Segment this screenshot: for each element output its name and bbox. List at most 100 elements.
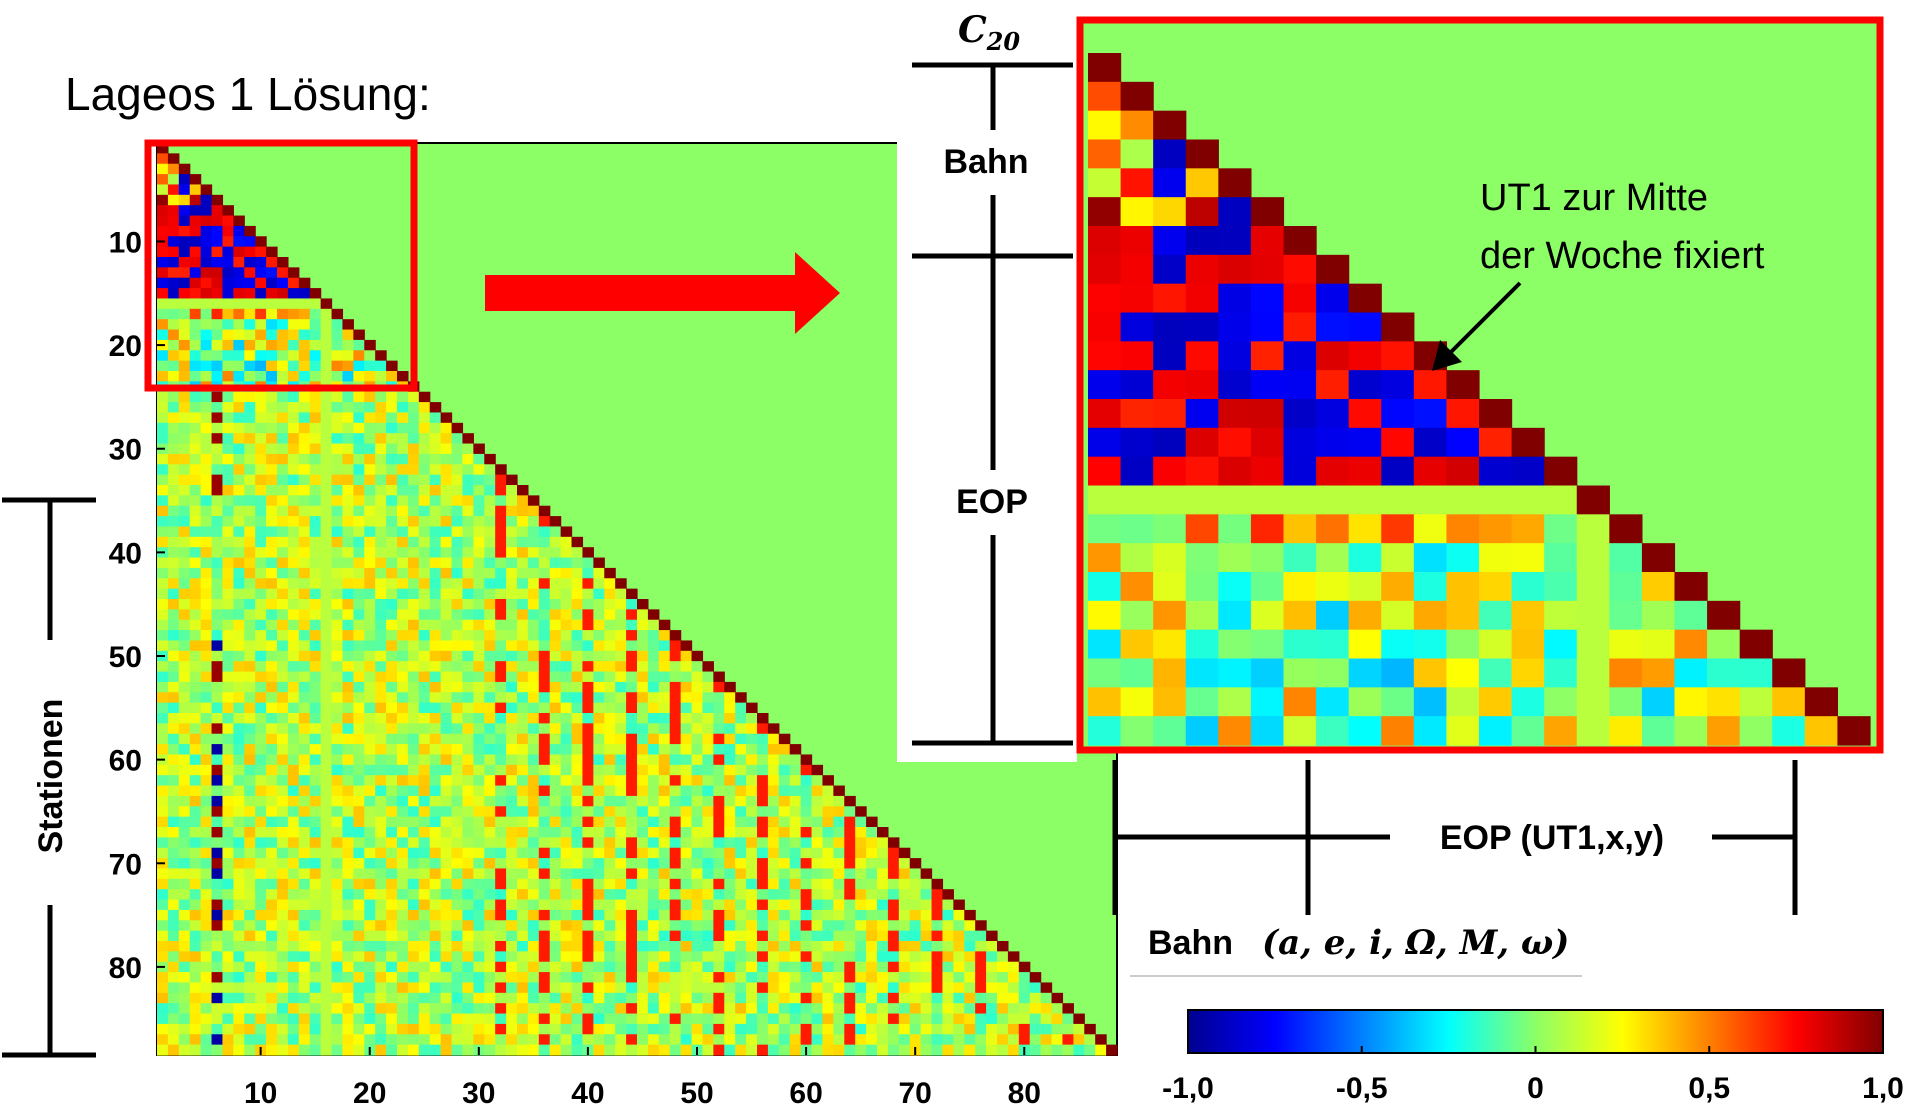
heatmap-cell (757, 899, 769, 911)
heatmap-cell (353, 878, 365, 890)
heatmap-cell (484, 640, 496, 652)
heatmap-cell (407, 878, 420, 890)
heatmap-cell (386, 619, 398, 631)
heatmap-cell (789, 816, 802, 828)
heatmap-cell (298, 951, 311, 963)
heatmap-cell (451, 547, 464, 559)
zoom-heatmap-cell (1218, 600, 1252, 631)
heatmap-cell (953, 1023, 965, 1035)
heatmap-cell (298, 391, 311, 403)
heatmap-cell (244, 982, 256, 994)
heatmap-cell (647, 858, 660, 870)
heatmap-cell (255, 505, 267, 517)
heatmap-cell (178, 557, 191, 569)
heatmap-cell (211, 1003, 224, 1015)
heatmap-cell (680, 951, 693, 963)
heatmap-cell (647, 671, 660, 683)
heatmap-cell (462, 764, 474, 776)
heatmap-cell (266, 495, 278, 507)
zoom-heatmap-cell (1185, 572, 1219, 602)
heatmap-cell (222, 257, 234, 268)
heatmap-cell (407, 744, 420, 756)
heatmap-cell (713, 899, 725, 911)
heatmap-cell (538, 599, 551, 610)
heatmap-cell (593, 713, 605, 724)
heatmap-cell (353, 858, 365, 870)
zoom-heatmap-cell (1153, 312, 1187, 342)
heatmap-cell (680, 754, 693, 766)
heatmap-cell (462, 505, 474, 517)
heatmap-cell (440, 453, 453, 465)
heatmap-cell (713, 764, 725, 776)
heatmap-cell (364, 951, 376, 963)
heatmap-cell (538, 847, 551, 859)
heatmap-cell (386, 536, 398, 548)
heatmap-cell (582, 982, 594, 994)
heatmap-cell (822, 951, 834, 963)
heatmap-cell (877, 930, 889, 942)
heatmap-cell (298, 329, 311, 341)
heatmap-cell (767, 744, 780, 756)
heatmap-cell (211, 536, 224, 548)
heatmap-cell (604, 816, 616, 828)
heatmap-cell (637, 951, 649, 963)
heatmap-cell (386, 495, 398, 507)
heatmap-cell (386, 371, 398, 382)
heatmap-cell (811, 764, 824, 776)
heatmap-cell (604, 775, 616, 787)
heatmap-cell (702, 795, 714, 807)
heatmap-cell (364, 485, 376, 496)
heatmap-cell (549, 858, 562, 870)
heatmap-cell (266, 557, 278, 569)
heatmap-cell (386, 806, 398, 818)
heatmap-cell (495, 526, 507, 538)
heatmap-cell (397, 578, 409, 590)
heatmap-cell (277, 858, 289, 870)
heatmap-cell (626, 806, 638, 818)
heatmap-cell (407, 806, 420, 818)
heatmap-cell (386, 909, 398, 921)
heatmap-cell (571, 588, 584, 600)
heatmap-cell (178, 371, 191, 382)
heatmap-cell (593, 661, 605, 673)
zoom-heatmap-cell (1185, 687, 1219, 717)
zoom-heatmap-cell (1120, 168, 1154, 198)
heatmap-cell (353, 661, 365, 673)
heatmap-cell (277, 267, 289, 279)
heatmap-cell (713, 775, 725, 787)
heatmap-cell (255, 1013, 267, 1025)
heatmap-cell (222, 744, 234, 756)
heatmap-cell (735, 837, 747, 849)
heatmap-cell (658, 899, 671, 911)
heatmap-cell (342, 806, 354, 818)
heatmap-cell (757, 889, 769, 901)
heatmap-cell (1073, 1023, 1085, 1035)
heatmap-cell (647, 640, 660, 652)
heatmap-cell (287, 930, 300, 942)
heatmap-cell (364, 1003, 376, 1015)
heatmap-cell (942, 909, 954, 921)
heatmap-cell (746, 723, 758, 735)
heatmap-cell (342, 1044, 354, 1056)
heatmap-cell (462, 464, 474, 476)
zoom-heatmap-cell (1511, 572, 1545, 602)
heatmap-cell (353, 412, 365, 424)
heatmap-cell (877, 847, 889, 859)
heatmap-cell (527, 972, 540, 984)
heatmap-cell (418, 505, 431, 517)
heatmap-cell (211, 1023, 224, 1035)
heatmap-cell (418, 930, 431, 942)
heatmap-cell (353, 702, 365, 714)
heatmap-cell (898, 930, 911, 942)
heatmap-cell (266, 692, 278, 704)
heatmap-cell (527, 816, 540, 828)
heatmap-cell (211, 298, 224, 310)
heatmap-cell (484, 567, 496, 579)
heatmap-cell (167, 982, 180, 994)
zoom-heatmap-cell (1283, 514, 1317, 544)
zoom-heatmap-cell (1120, 399, 1154, 429)
heatmap-cell (637, 982, 649, 994)
zoom-heatmap-cell (1153, 341, 1187, 371)
zoom-heatmap-cell (1088, 226, 1122, 256)
heatmap-cell (451, 1013, 464, 1025)
